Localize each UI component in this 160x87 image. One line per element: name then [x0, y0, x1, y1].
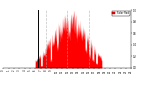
Legend: Solar Rad: Solar Rad: [112, 11, 130, 16]
